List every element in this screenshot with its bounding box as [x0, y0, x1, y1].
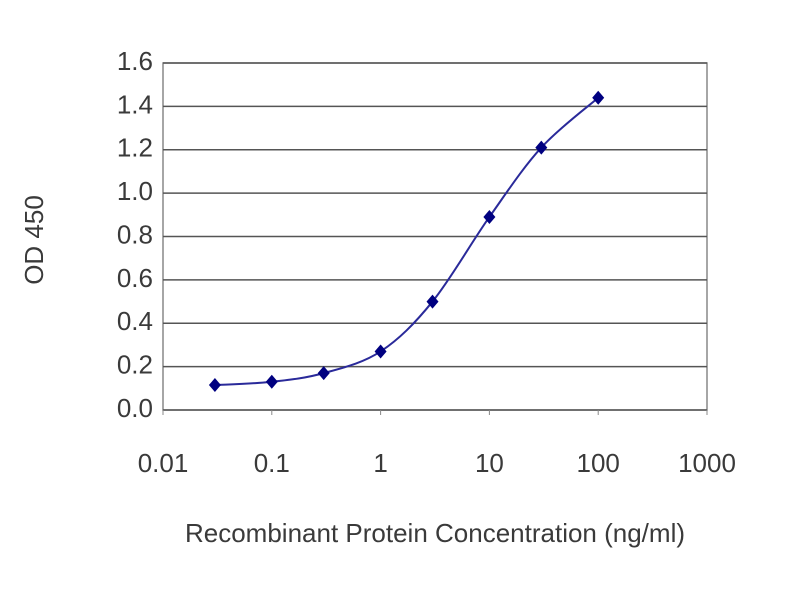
y-tick-label: 1.2	[117, 133, 153, 163]
x-tick-label: 100	[577, 448, 620, 478]
y-axis-label: OD 450	[19, 195, 49, 285]
x-tick-label: 1	[373, 448, 387, 478]
y-tick-label: 0.8	[117, 219, 153, 249]
x-axis-label: Recombinant Protein Concentration (ng/ml…	[185, 518, 685, 548]
marker	[426, 294, 439, 309]
y-tick-label: 1.0	[117, 176, 153, 206]
y-tick-label: 0.0	[117, 393, 153, 423]
marker	[535, 140, 548, 155]
y-tick-label: 1.4	[117, 89, 153, 119]
y-tick-label: 0.4	[117, 306, 153, 336]
marker	[208, 378, 221, 393]
x-tick-label: 0.1	[254, 448, 290, 478]
marker	[483, 209, 496, 224]
y-tick-label: 0.2	[117, 350, 153, 380]
y-tick-label: 1.6	[117, 46, 153, 76]
marker	[317, 366, 330, 381]
x-tick-label: 10	[475, 448, 504, 478]
x-tick-label: 0.01	[138, 448, 189, 478]
x-tick-label: 1000	[678, 448, 736, 478]
marker	[265, 374, 278, 389]
marker	[374, 344, 387, 359]
marker	[592, 90, 605, 105]
line	[214, 96, 599, 387]
y-tick-label: 0.6	[117, 263, 153, 293]
